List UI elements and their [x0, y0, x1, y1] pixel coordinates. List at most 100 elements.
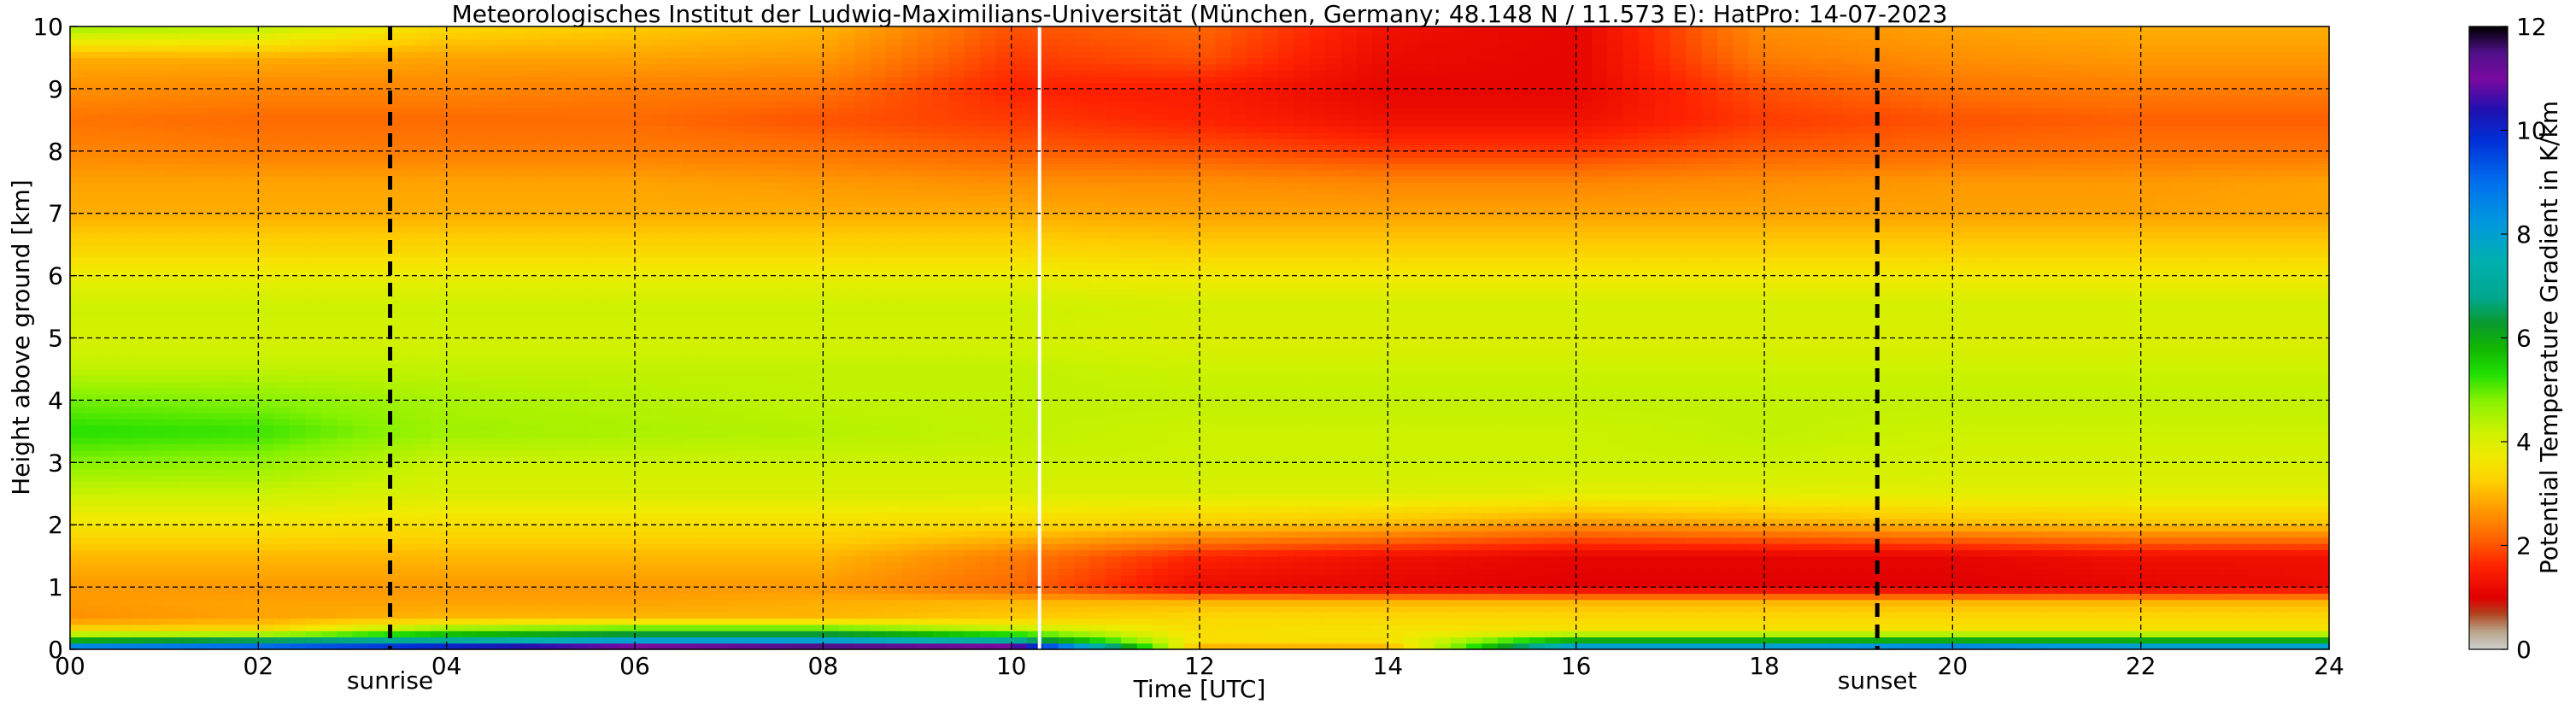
heatmap-cell: [1764, 493, 1781, 501]
heatmap-cell: [854, 518, 871, 525]
heatmap-cell: [697, 456, 714, 463]
heatmap-cell: [1136, 456, 1153, 463]
heatmap-cell: [1936, 568, 1953, 576]
heatmap-cell: [1669, 574, 1687, 582]
heatmap-cell: [697, 512, 714, 519]
heatmap-cell: [478, 506, 495, 513]
heatmap-cell: [2297, 500, 2315, 507]
heatmap-cell: [603, 580, 620, 588]
heatmap-cell: [1089, 449, 1106, 457]
heatmap-cell: [1074, 531, 1091, 538]
heatmap-cell: [838, 574, 855, 582]
heatmap-cell: [2219, 543, 2236, 550]
heatmap-cell: [776, 574, 793, 582]
heatmap-cell: [1356, 599, 1373, 607]
heatmap-cell: [870, 525, 887, 532]
heatmap-cell: [384, 599, 401, 607]
heatmap-cell: [1168, 443, 1185, 451]
heatmap-cell: [148, 612, 165, 619]
heatmap-cell: [1827, 443, 1844, 451]
heatmap-cell: [572, 525, 589, 532]
heatmap-cell: [2140, 568, 2157, 576]
heatmap-cell: [1984, 468, 2001, 476]
heatmap-cell: [101, 462, 118, 470]
heatmap-cell: [1294, 512, 1311, 519]
heatmap-cell: [70, 437, 86, 445]
heatmap-cell: [2234, 456, 2251, 463]
heatmap-cell: [352, 561, 369, 569]
heatmap-cell: [384, 549, 401, 557]
heatmap-cell: [1074, 462, 1091, 470]
heatmap-cell: [1152, 531, 1169, 538]
heatmap-cell: [462, 500, 478, 507]
heatmap-cell: [1042, 487, 1059, 495]
heatmap-cell: [1136, 487, 1153, 495]
heatmap-cell: [1042, 574, 1059, 582]
heatmap-cell: [179, 468, 197, 476]
heatmap-cell: [791, 456, 808, 463]
heatmap-cell: [179, 599, 197, 607]
heatmap-cell: [603, 568, 620, 576]
heatmap-cell: [2313, 500, 2330, 507]
heatmap-cell: [964, 593, 981, 601]
heatmap-cell: [1058, 599, 1075, 607]
heatmap-cell: [729, 431, 746, 438]
heatmap-cell: [478, 456, 495, 463]
heatmap-cell: [2266, 599, 2283, 607]
heatmap-cell: [2140, 612, 2157, 619]
heatmap-cell: [1168, 537, 1185, 544]
heatmap-cell: [979, 618, 996, 625]
heatmap-cell: [2031, 493, 2048, 501]
heatmap-cell: [2156, 493, 2173, 501]
heatmap-cell: [1121, 518, 1138, 525]
heatmap-cell: [823, 631, 840, 638]
heatmap-cell: [2297, 543, 2315, 550]
heatmap-cell: [2109, 512, 2126, 519]
heatmap-cell: [1592, 474, 1608, 482]
heatmap-cell: [1356, 506, 1373, 513]
heatmap-cell: [979, 468, 996, 476]
heatmap-cell: [509, 481, 526, 489]
heatmap-cell: [1716, 462, 1734, 470]
heatmap-cell: [493, 605, 510, 613]
heatmap-cell: [1607, 449, 1624, 457]
heatmap-cell: [2156, 561, 2173, 569]
heatmap-cell: [2203, 462, 2221, 470]
heatmap-cell: [117, 637, 134, 644]
heatmap-cell: [1294, 605, 1311, 613]
heatmap-cell: [1497, 599, 1514, 607]
heatmap-cell: [2203, 518, 2221, 525]
heatmap-cell: [1529, 599, 1546, 607]
heatmap-cell: [1482, 456, 1499, 463]
heatmap-cell: [2297, 568, 2315, 576]
heatmap-cell: [1027, 642, 1043, 650]
heatmap-cell: [1748, 642, 1765, 650]
heatmap-cell: [807, 549, 824, 557]
heatmap-cell: [901, 481, 918, 489]
heatmap-cell: [509, 487, 526, 495]
heatmap-cell: [2313, 449, 2330, 457]
heatmap-cell: [2156, 642, 2173, 650]
heatmap-cell: [431, 642, 448, 650]
heatmap-cell: [1654, 631, 1671, 638]
heatmap-cell: [1622, 642, 1640, 650]
heatmap-cell: [148, 518, 165, 525]
heatmap-cell: [1654, 500, 1671, 507]
heatmap-cell: [697, 518, 714, 525]
heatmap-cell: [101, 481, 118, 489]
heatmap-cell: [697, 431, 714, 438]
heatmap-cell: [1936, 468, 1953, 476]
heatmap-cell: [1639, 543, 1656, 550]
heatmap-cell: [572, 518, 589, 525]
heatmap-cell: [1669, 487, 1687, 495]
heatmap-cell: [1121, 431, 1138, 438]
heatmap-cell: [979, 574, 996, 582]
heatmap-cell: [635, 642, 651, 650]
heatmap-cell: [1482, 631, 1499, 638]
heatmap-cell: [807, 506, 824, 513]
heatmap-cell: [587, 437, 604, 445]
heatmap-cell: [1811, 631, 1828, 638]
heatmap-cell: [1811, 637, 1828, 644]
heatmap-cell: [2234, 599, 2251, 607]
